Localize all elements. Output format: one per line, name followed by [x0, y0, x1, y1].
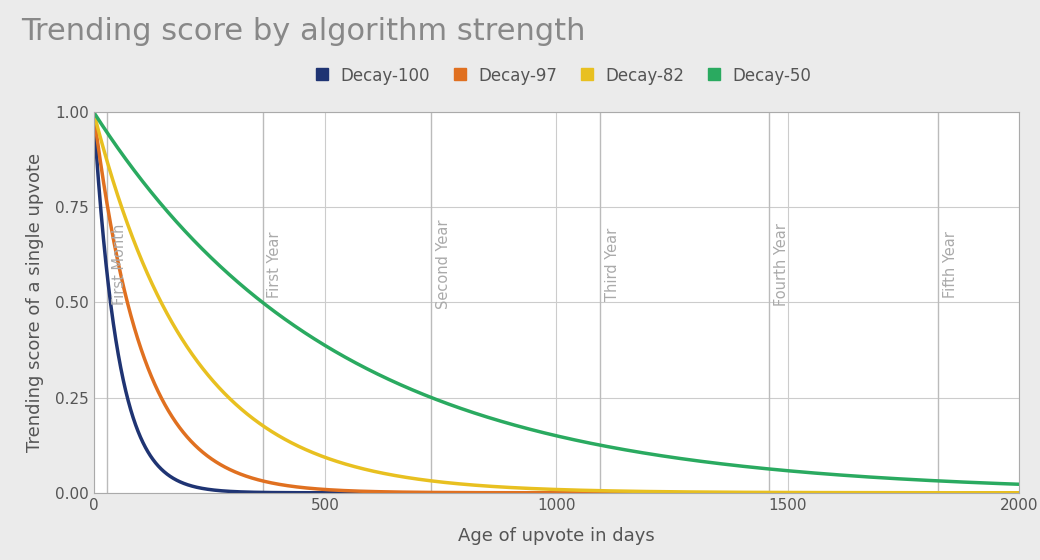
Decay-97	[248, 475, 260, 482]
Decay-82	[483, 483, 495, 489]
Text: Trending score by algorithm strength: Trending score by algorithm strength	[21, 17, 586, 46]
Decay-100	[87, 109, 100, 115]
Decay-97	[442, 489, 454, 496]
Decay-97	[87, 109, 100, 115]
Decay-50	[895, 475, 908, 482]
Decay-100	[1013, 489, 1025, 496]
Decay-50	[87, 109, 100, 115]
Decay-50	[994, 480, 1007, 487]
Decay-82	[895, 489, 908, 496]
Decay-97	[895, 489, 908, 496]
Decay-82	[248, 416, 260, 423]
Decay-100	[895, 489, 908, 496]
Y-axis label: Trending score of a single upvote: Trending score of a single upvote	[26, 153, 44, 452]
Decay-100	[248, 489, 260, 496]
Text: First Month: First Month	[112, 223, 127, 305]
Decay-100	[192, 484, 205, 491]
Text: Fifth Year: Fifth Year	[943, 231, 958, 298]
Legend: Decay-100, Decay-97, Decay-82, Decay-50: Decay-100, Decay-97, Decay-82, Decay-50	[312, 67, 811, 85]
X-axis label: Age of upvote in days: Age of upvote in days	[458, 526, 655, 544]
Decay-100	[442, 489, 454, 496]
Decay-82	[1013, 489, 1025, 496]
Decay-50	[442, 401, 454, 408]
Decay-100	[994, 489, 1007, 496]
Decay-97	[994, 489, 1007, 496]
Decay-50	[483, 414, 495, 421]
Decay-97	[1013, 489, 1025, 496]
Decay-97	[192, 446, 205, 452]
Decay-100	[483, 489, 495, 496]
Text: Second Year: Second Year	[436, 220, 451, 309]
Decay-82	[994, 489, 1007, 496]
Decay-50	[1013, 481, 1025, 488]
Decay-82	[87, 109, 100, 115]
Decay-50	[192, 242, 205, 249]
Decay-97	[483, 489, 495, 496]
Text: First Year: First Year	[267, 231, 282, 297]
Decay-82	[442, 479, 454, 486]
Text: Fourth Year: Fourth Year	[774, 223, 789, 306]
Decay-82	[192, 361, 205, 367]
Line: Decay-100: Decay-100	[94, 112, 1019, 493]
Line: Decay-82: Decay-82	[94, 112, 1019, 493]
Text: Third Year: Third Year	[605, 228, 620, 301]
Decay-50	[248, 292, 260, 299]
Line: Decay-97: Decay-97	[94, 112, 1019, 493]
Line: Decay-50: Decay-50	[94, 112, 1019, 484]
